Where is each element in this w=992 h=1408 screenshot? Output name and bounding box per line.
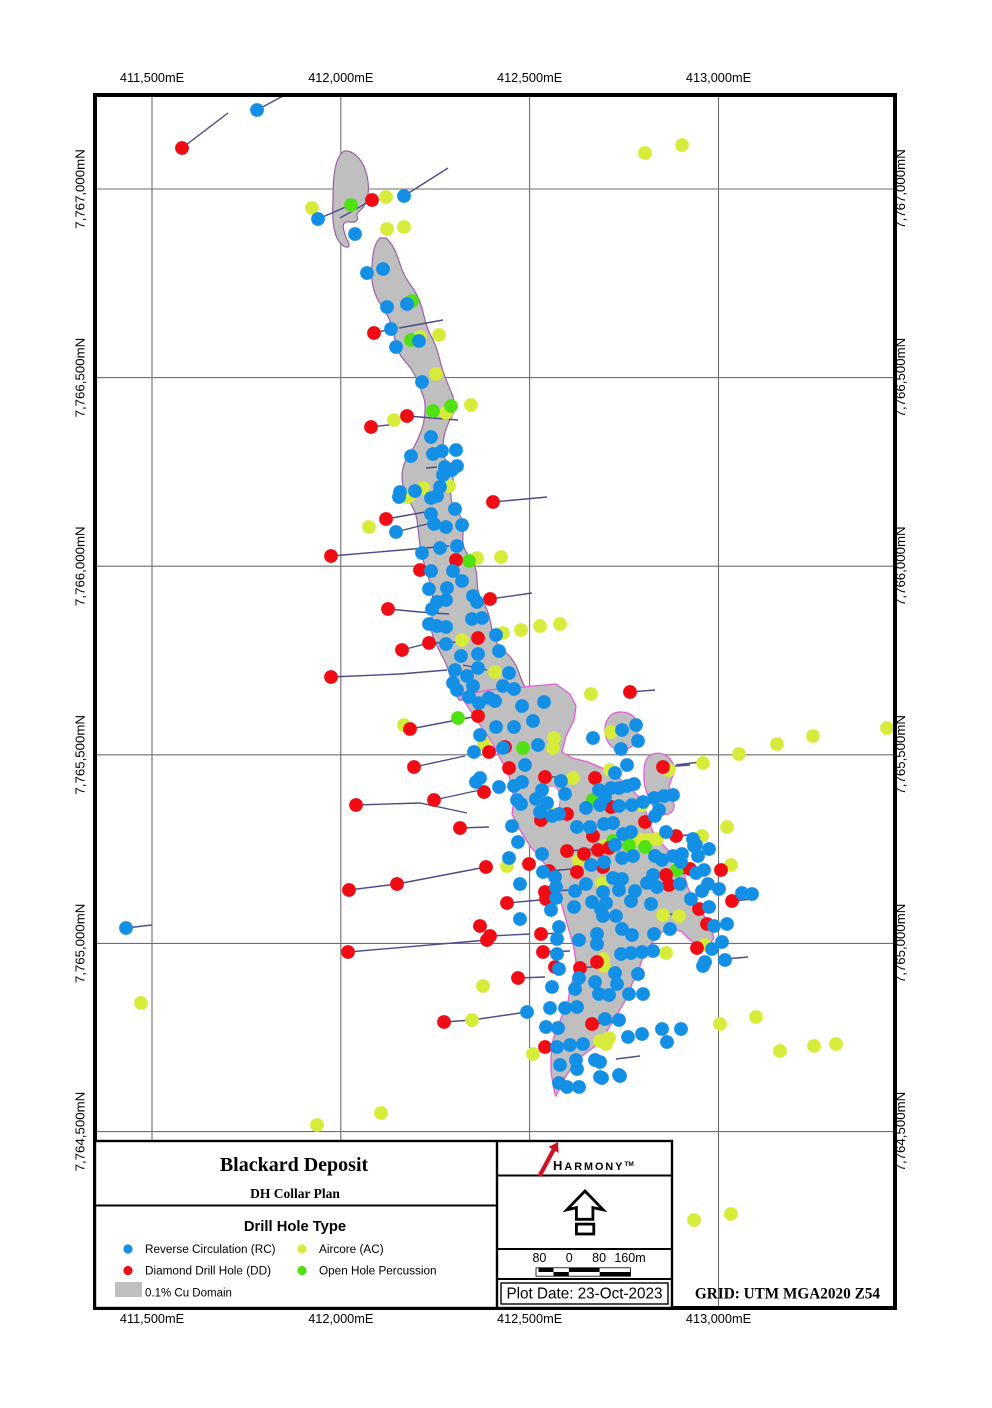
svg-text:HARMONYTM: HARMONYTM [553, 1158, 634, 1173]
svg-text:7,767,000mN: 7,767,000mN [893, 149, 908, 229]
svg-text:DH Collar Plan: DH Collar Plan [250, 1186, 340, 1201]
svg-text:GRID: UTM MGA2020 Z54: GRID: UTM MGA2020 Z54 [695, 1286, 880, 1303]
svg-text:7,765,500mN: 7,765,500mN [73, 715, 88, 795]
svg-text:Aircore (AC): Aircore (AC) [319, 1243, 384, 1256]
svg-text:7,764,500mN: 7,764,500mN [73, 1092, 88, 1172]
svg-text:Drill Hole Type: Drill Hole Type [244, 1219, 346, 1235]
svg-text:7,765,000mN: 7,765,000mN [73, 904, 88, 984]
svg-text:411,500mE: 411,500mE [120, 70, 184, 85]
svg-text:160m: 160m [614, 1251, 645, 1265]
svg-text:412,500mE: 412,500mE [497, 1311, 562, 1326]
svg-text:7,765,500mN: 7,765,500mN [893, 715, 908, 795]
svg-text:7,766,500mN: 7,766,500mN [893, 338, 908, 418]
svg-text:412,000mE: 412,000mE [308, 1311, 373, 1326]
svg-text:7,766,000mN: 7,766,000mN [893, 526, 908, 606]
svg-text:80: 80 [532, 1251, 546, 1265]
svg-text:Reverse Circulation (RC): Reverse Circulation (RC) [145, 1243, 276, 1256]
svg-text:0: 0 [566, 1251, 573, 1265]
svg-text:7,766,500mN: 7,766,500mN [73, 338, 88, 418]
svg-text:7,765,000mN: 7,765,000mN [893, 904, 908, 984]
svg-text:Open Hole Percussion: Open Hole Percussion [319, 1265, 437, 1278]
svg-text:413,000mE: 413,000mE [686, 1311, 751, 1326]
svg-text:80: 80 [592, 1251, 606, 1265]
svg-text:7,764,500mN: 7,764,500mN [893, 1092, 908, 1172]
svg-text:413,000mE: 413,000mE [686, 70, 751, 85]
svg-text:Diamond Drill Hole (DD): Diamond Drill Hole (DD) [145, 1265, 271, 1278]
svg-text:412,000mE: 412,000mE [308, 70, 373, 85]
svg-text:7,766,000mN: 7,766,000mN [73, 526, 88, 606]
svg-text:7,767,000mN: 7,767,000mN [73, 149, 88, 229]
svg-text:Plot Date: 23-Oct-2023: Plot Date: 23-Oct-2023 [507, 1286, 663, 1303]
svg-text:411,500mE: 411,500mE [120, 1311, 184, 1326]
svg-text:412,500mE: 412,500mE [497, 70, 562, 85]
svg-text:Blackard Deposit: Blackard Deposit [220, 1154, 369, 1176]
svg-text:0.1% Cu Domain: 0.1% Cu Domain [145, 1288, 232, 1300]
